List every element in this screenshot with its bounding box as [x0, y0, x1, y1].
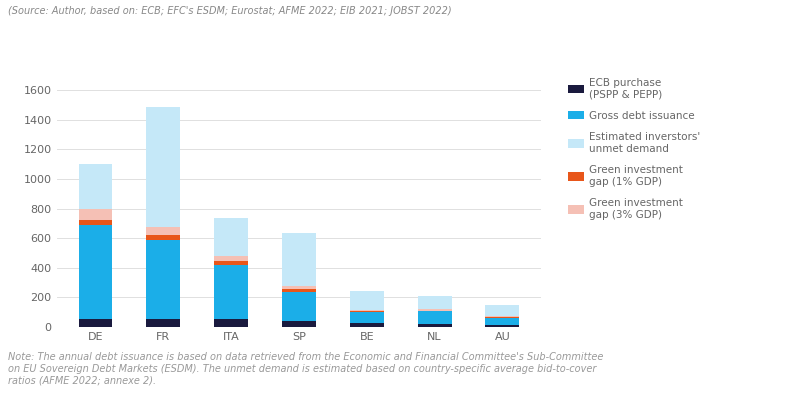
Text: Note: The annual debt issuance is based on data retrieved from the Economic and : Note: The annual debt issuance is based …	[8, 352, 604, 385]
Text: (Source: Author, based on: ECB; EFC's ESDM; Eurostat; AFME 2022; EIB 2021; JOBST: (Source: Author, based on: ECB; EFC's ES…	[8, 6, 452, 16]
Bar	[214, 319, 248, 327]
Bar	[418, 296, 452, 309]
Bar	[486, 316, 520, 317]
Bar	[78, 164, 112, 209]
Bar	[418, 324, 452, 327]
Bar	[486, 318, 520, 325]
Bar	[350, 323, 384, 327]
Bar	[418, 311, 452, 324]
Bar	[78, 319, 112, 327]
Bar	[214, 218, 248, 256]
Bar	[146, 319, 180, 327]
Bar	[350, 312, 384, 323]
Bar	[78, 225, 112, 319]
Bar	[350, 291, 384, 310]
Bar	[486, 317, 520, 318]
Bar	[418, 310, 452, 311]
Bar	[146, 240, 180, 319]
Bar	[350, 311, 384, 312]
Bar	[146, 107, 180, 227]
Bar	[146, 227, 180, 235]
Bar	[214, 256, 248, 261]
Bar	[78, 209, 112, 220]
Legend: ECB purchase
(PSPP & PEPP), Gross debt issuance, Estimated inverstors'
unmet dem: ECB purchase (PSPP & PEPP), Gross debt i…	[566, 75, 702, 222]
Bar	[282, 233, 316, 286]
Bar	[350, 310, 384, 311]
Bar	[418, 309, 452, 310]
Bar	[486, 325, 520, 327]
Bar	[214, 261, 248, 265]
Bar	[282, 289, 316, 292]
Bar	[214, 265, 248, 319]
Bar	[282, 286, 316, 289]
Bar	[486, 305, 520, 316]
Bar	[282, 292, 316, 321]
Bar	[146, 235, 180, 240]
Bar	[282, 321, 316, 327]
Bar	[78, 220, 112, 225]
